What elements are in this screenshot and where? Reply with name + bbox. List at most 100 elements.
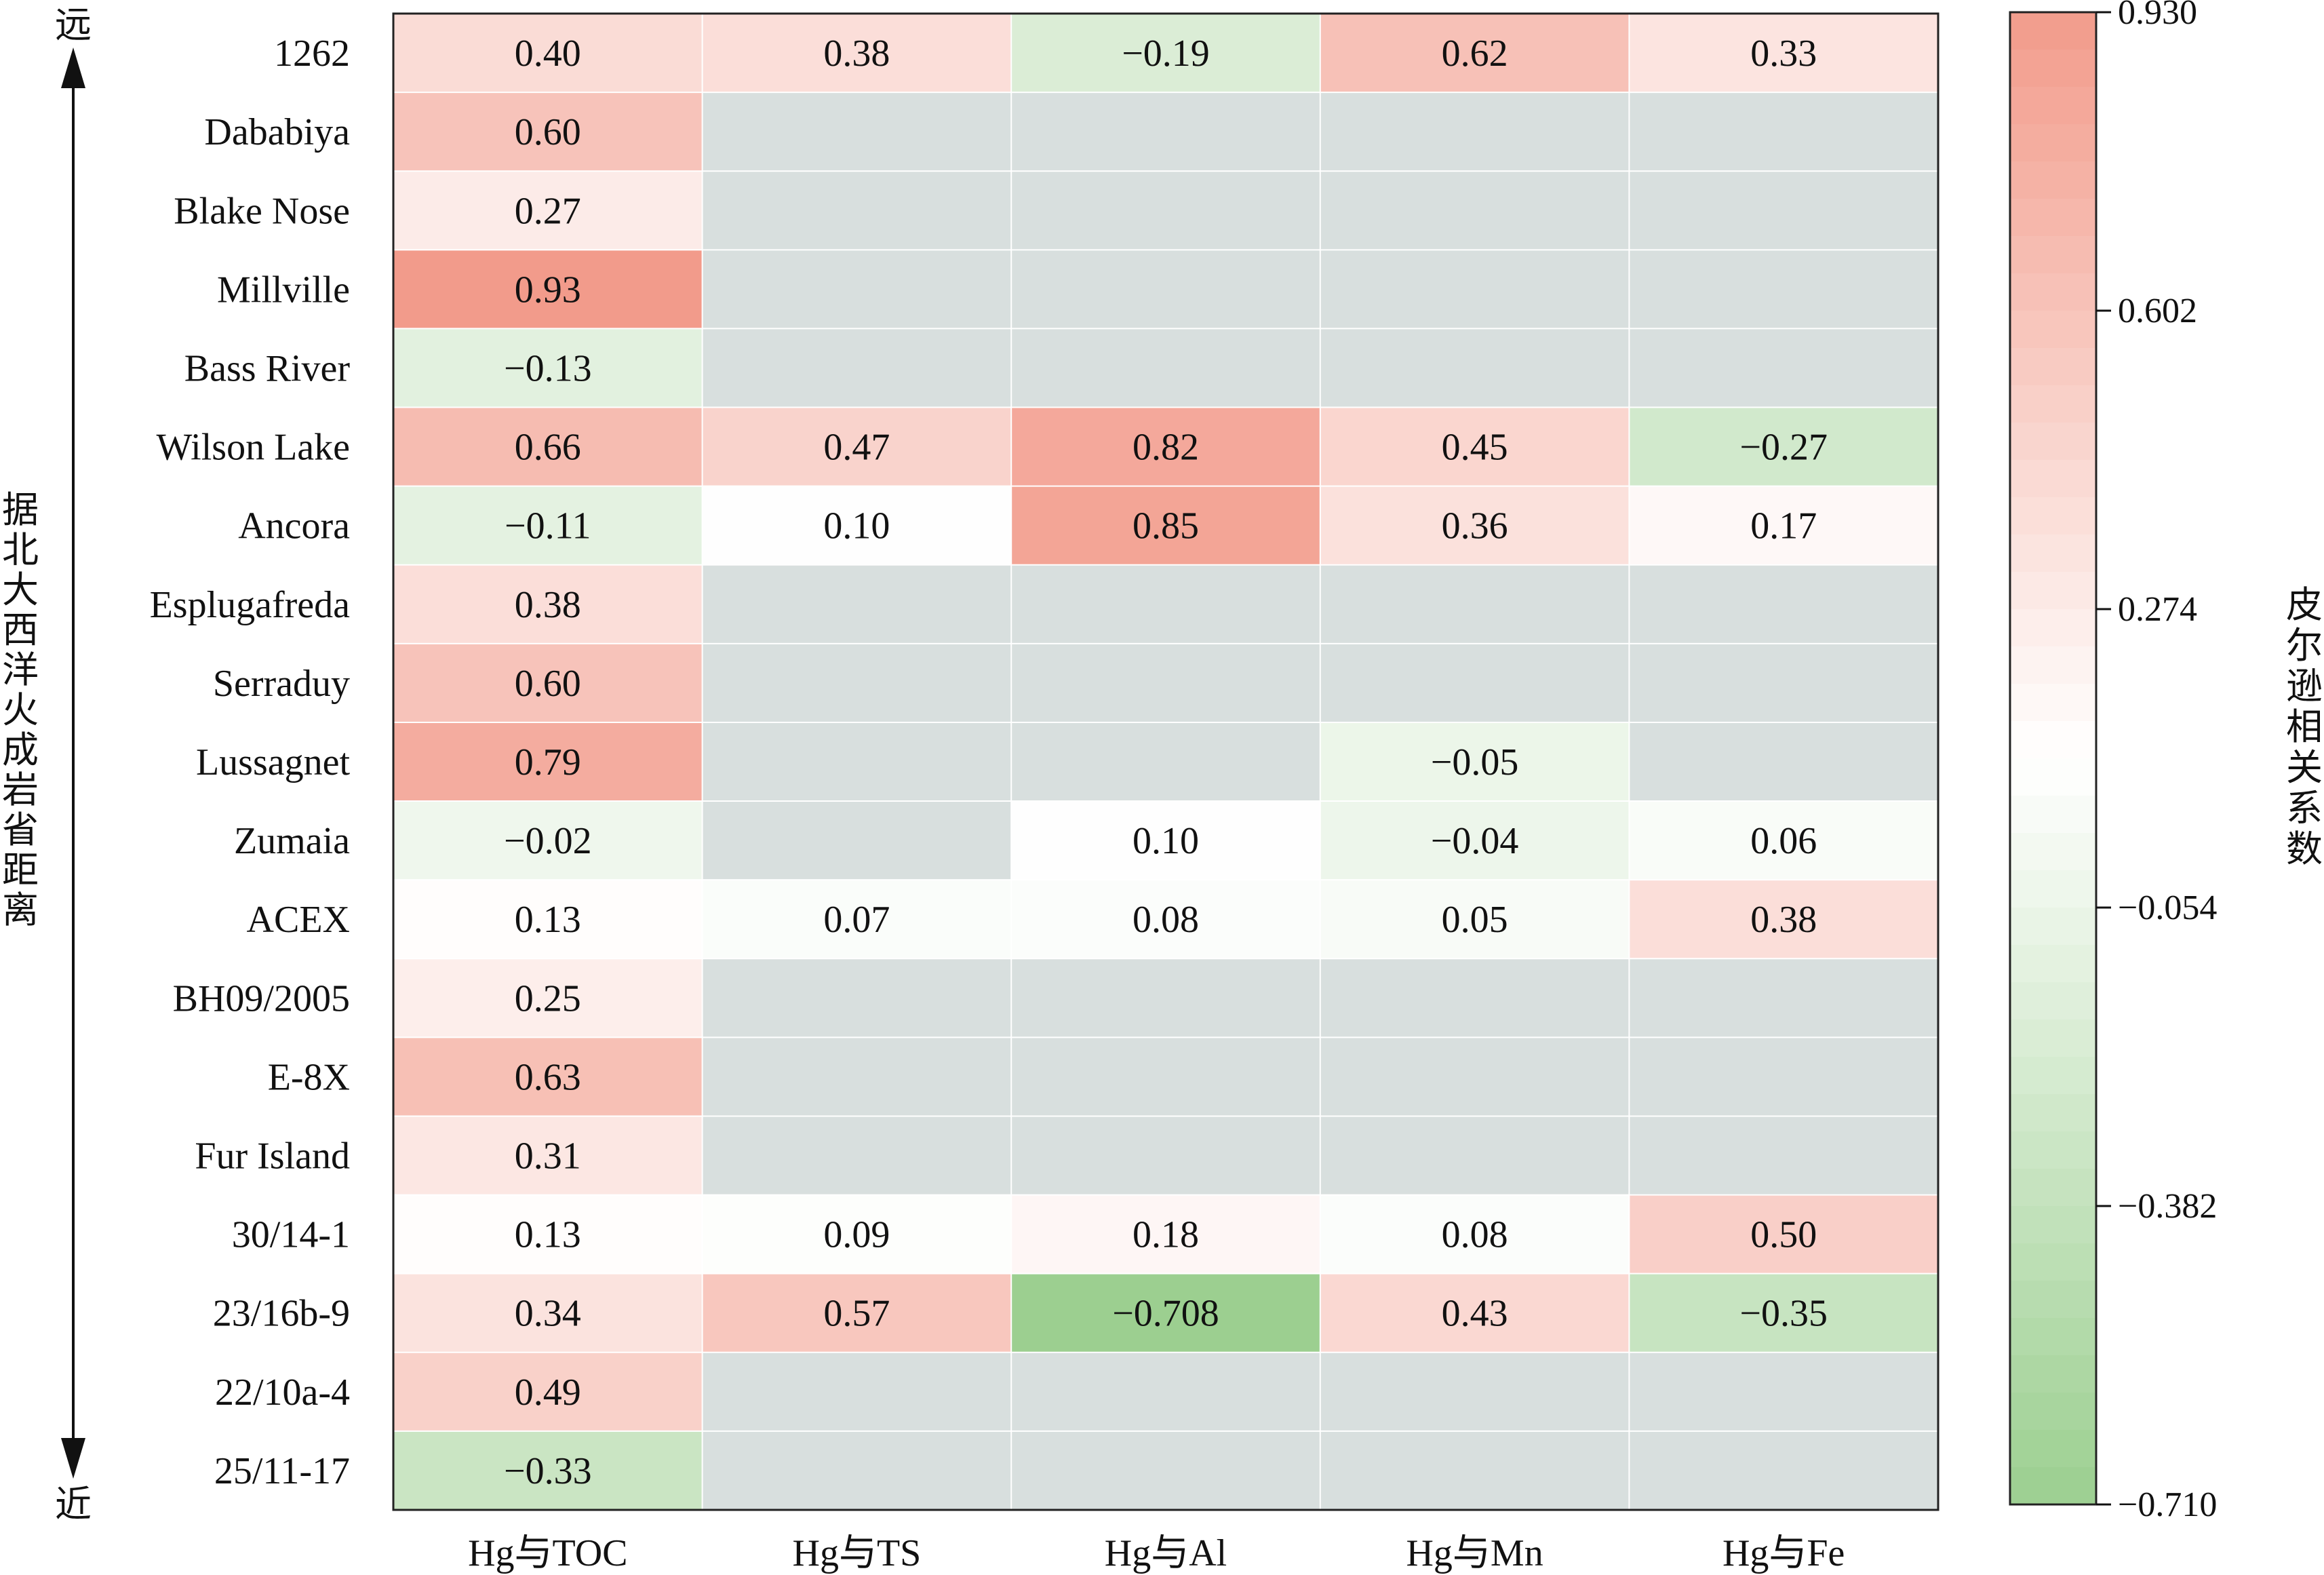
heatmap-cell	[1320, 643, 1630, 722]
heatmap-cell	[1011, 328, 1320, 408]
heatmap-cell	[1629, 328, 1938, 408]
colorbar-frame	[2009, 11, 2097, 1506]
heatmap-cell	[393, 486, 703, 565]
colorbar-band	[2010, 684, 2096, 722]
cell-value-label: 0.38	[515, 584, 581, 626]
cell-value-label: 0.07	[823, 899, 890, 941]
colorbar-band	[2010, 1430, 2096, 1468]
colorbar-band	[2010, 87, 2096, 125]
heatmap-cell	[393, 801, 703, 880]
heatmap-cell	[1320, 1431, 1630, 1510]
heatmap-cell	[1629, 958, 1938, 1038]
column-labels: Hg与TOC Hg与TS Hg与Al Hg与Mn Hg与Fe	[468, 1532, 1845, 1574]
cell-value-label: 0.82	[1133, 427, 1199, 469]
row-label: Blake Nose	[174, 190, 350, 232]
colorbar-band	[2010, 12, 2096, 50]
cell-value-label: −0.05	[1431, 741, 1519, 783]
cell-value-label: 0.79	[515, 741, 581, 783]
heatmap-cell	[393, 14, 703, 93]
colorbar-label: 皮尔逊相关系数	[2286, 583, 2323, 870]
heatmap-cell	[1011, 407, 1320, 486]
colorbar-band	[2010, 1094, 2096, 1132]
cell-value-label: 0.38	[1750, 899, 1817, 941]
cell-value-label: −0.708	[1112, 1293, 1219, 1335]
heatmap-cell	[1629, 92, 1938, 172]
heatmap-cell	[1011, 92, 1320, 172]
column-label: Hg与Fe	[1722, 1532, 1845, 1574]
cell-value-label: −0.27	[1739, 427, 1828, 469]
cell-value-label: −0.11	[505, 505, 591, 547]
colorbar-tick-label: −0.710	[2118, 1485, 2217, 1524]
colorbar-band	[2010, 870, 2096, 908]
heatmap-cell	[1629, 1352, 1938, 1431]
colorbar-band	[2010, 1355, 2096, 1393]
heatmap-cell	[1011, 250, 1320, 329]
cell-value-label: 0.60	[515, 111, 581, 153]
colorbar-band	[2010, 1057, 2096, 1095]
row-label: 25/11-17	[214, 1450, 350, 1492]
heatmap-cell	[393, 328, 703, 408]
arrow-up-icon	[61, 47, 85, 88]
heatmap-cell	[1011, 958, 1320, 1038]
colorbar-band	[2010, 423, 2096, 461]
colorbar-tick-label: 0.274	[2118, 590, 2197, 629]
heatmap-cell	[1011, 1431, 1320, 1510]
cell-value-label: 0.66	[515, 427, 581, 469]
heatmap-cell	[393, 1352, 703, 1431]
cell-value-label: 0.63	[515, 1056, 581, 1098]
heatmap-cell	[1011, 880, 1320, 959]
heatmap-cell	[1320, 880, 1630, 959]
heatmap-cell	[1320, 486, 1630, 565]
colorbar-band	[2010, 1243, 2096, 1281]
heatmap-cell	[1629, 407, 1938, 486]
heatmap-cell	[1320, 171, 1630, 250]
row-label: BH09/2005	[173, 977, 350, 1019]
cell-value-label: 0.60	[515, 663, 581, 705]
colorbar: 0.930 0.602 0.274 −0.054 −0.382 −0.710 皮尔逊相关系数	[2009, 0, 2323, 1524]
heatmap-cell	[1629, 722, 1938, 802]
heatmap-cell	[1011, 486, 1320, 565]
colorbar-band	[2010, 1131, 2096, 1169]
cell-value-label: −0.19	[1122, 33, 1210, 75]
colorbar-band	[2010, 1169, 2096, 1207]
row-label: Wilson Lake	[157, 427, 350, 469]
cell-value-label: 0.10	[1133, 820, 1199, 862]
colorbar-band	[2010, 609, 2096, 647]
arrow-down-icon	[61, 1438, 85, 1479]
colorbar-band	[2010, 385, 2096, 423]
colorbar-band	[2010, 758, 2096, 796]
colorbar-band	[2010, 721, 2096, 759]
cell-value-label: 0.57	[823, 1293, 890, 1335]
heatmap-cell	[1629, 171, 1938, 250]
heatmap-cell	[702, 171, 1012, 250]
colorbar-band	[2010, 497, 2096, 535]
row-label: ACEX	[247, 899, 350, 941]
cell-value-label: 0.43	[1442, 1293, 1508, 1335]
colorbar-band	[2010, 534, 2096, 572]
row-label: Esplugafreda	[150, 584, 351, 626]
colorbar-band	[2010, 572, 2096, 610]
row-label: Millville	[217, 269, 350, 311]
colorbar-tick-label: −0.054	[2118, 889, 2217, 927]
colorbar-tick-label: −0.382	[2118, 1187, 2217, 1226]
colorbar-band	[2010, 124, 2096, 162]
heatmap-cell	[1011, 564, 1320, 644]
cell-value-label: 0.10	[823, 505, 890, 547]
heatmap-cell	[702, 958, 1012, 1038]
colorbar-band	[2010, 50, 2096, 88]
row-label: 22/10a-4	[215, 1372, 350, 1414]
heatmap-cell	[1320, 14, 1630, 93]
heatmap-cell	[1629, 250, 1938, 329]
colorbar-tick-label: 0.930	[2118, 0, 2197, 32]
heatmap-cell	[1629, 880, 1938, 959]
heatmap-cell	[702, 486, 1012, 565]
heatmap-cell	[1320, 407, 1630, 486]
heatmap-cell	[393, 722, 703, 802]
colorbar-band	[2010, 161, 2096, 199]
cell-value-label: 0.17	[1750, 505, 1817, 547]
heatmap-cell	[702, 407, 1012, 486]
cell-value-label: 0.85	[1133, 505, 1199, 547]
cell-value-label: 0.36	[1442, 505, 1508, 547]
heatmap-cell	[702, 250, 1012, 329]
